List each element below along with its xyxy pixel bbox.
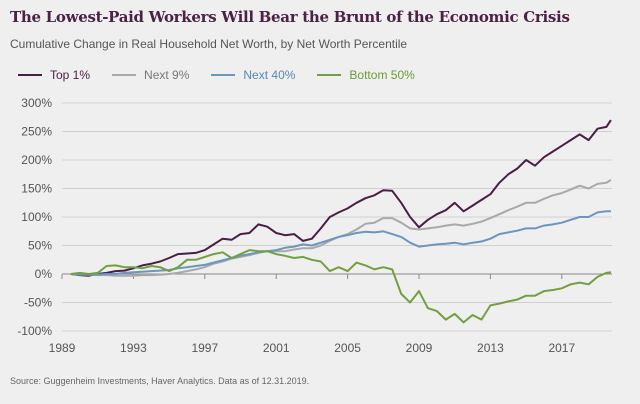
x-tick-label: 1997	[191, 341, 218, 355]
x-tick-label: 2017	[548, 341, 575, 355]
y-tick-label: 0%	[35, 267, 53, 281]
series-line-bottom-50-	[70, 249, 612, 324]
chart-title: The Lowest-Paid Workers Will Bear the Br…	[10, 8, 570, 26]
legend-label: Next 40%	[243, 68, 296, 82]
source-note: Source: Guggenheim Investments, Haver An…	[10, 376, 310, 386]
legend-item-bottom50: Bottom 50%	[317, 68, 415, 82]
legend-item-next40: Next 40%	[211, 68, 295, 82]
x-tick-label: 2001	[263, 341, 290, 355]
legend-item-next9: Next 9%	[112, 68, 189, 82]
x-tick-label: 1989	[49, 341, 76, 355]
legend-label: Top 1%	[50, 68, 91, 82]
legend-label: Next 9%	[144, 68, 190, 82]
legend-swatch	[18, 74, 42, 76]
chart-subtitle: Cumulative Change in Real Household Net …	[10, 37, 408, 51]
y-tick-label: 100%	[21, 210, 52, 224]
legend-swatch	[112, 74, 137, 76]
legend-label: Bottom 50%	[349, 68, 415, 82]
series-line-top-1-	[70, 119, 612, 277]
x-tick-label: 1993	[120, 341, 147, 355]
x-tick-label: 2013	[477, 341, 504, 355]
y-tick-label: 50%	[28, 239, 52, 253]
legend: Top 1% Next 9% Next 40% Bottom 50%	[18, 68, 415, 82]
legend-item-top1: Top 1%	[18, 68, 90, 82]
y-tick-label: -50%	[24, 296, 52, 310]
x-tick-label: 2005	[334, 341, 361, 355]
y-tick-label: -100%	[17, 324, 52, 338]
y-tick-label: 250%	[21, 125, 52, 139]
y-tick-label: 200%	[21, 153, 52, 167]
legend-swatch	[317, 74, 342, 76]
y-tick-label: 150%	[21, 182, 52, 196]
x-tick-label: 2009	[406, 341, 433, 355]
y-tick-label: 300%	[21, 96, 52, 110]
legend-swatch	[211, 74, 236, 76]
series-line-next-40-	[70, 210, 611, 276]
